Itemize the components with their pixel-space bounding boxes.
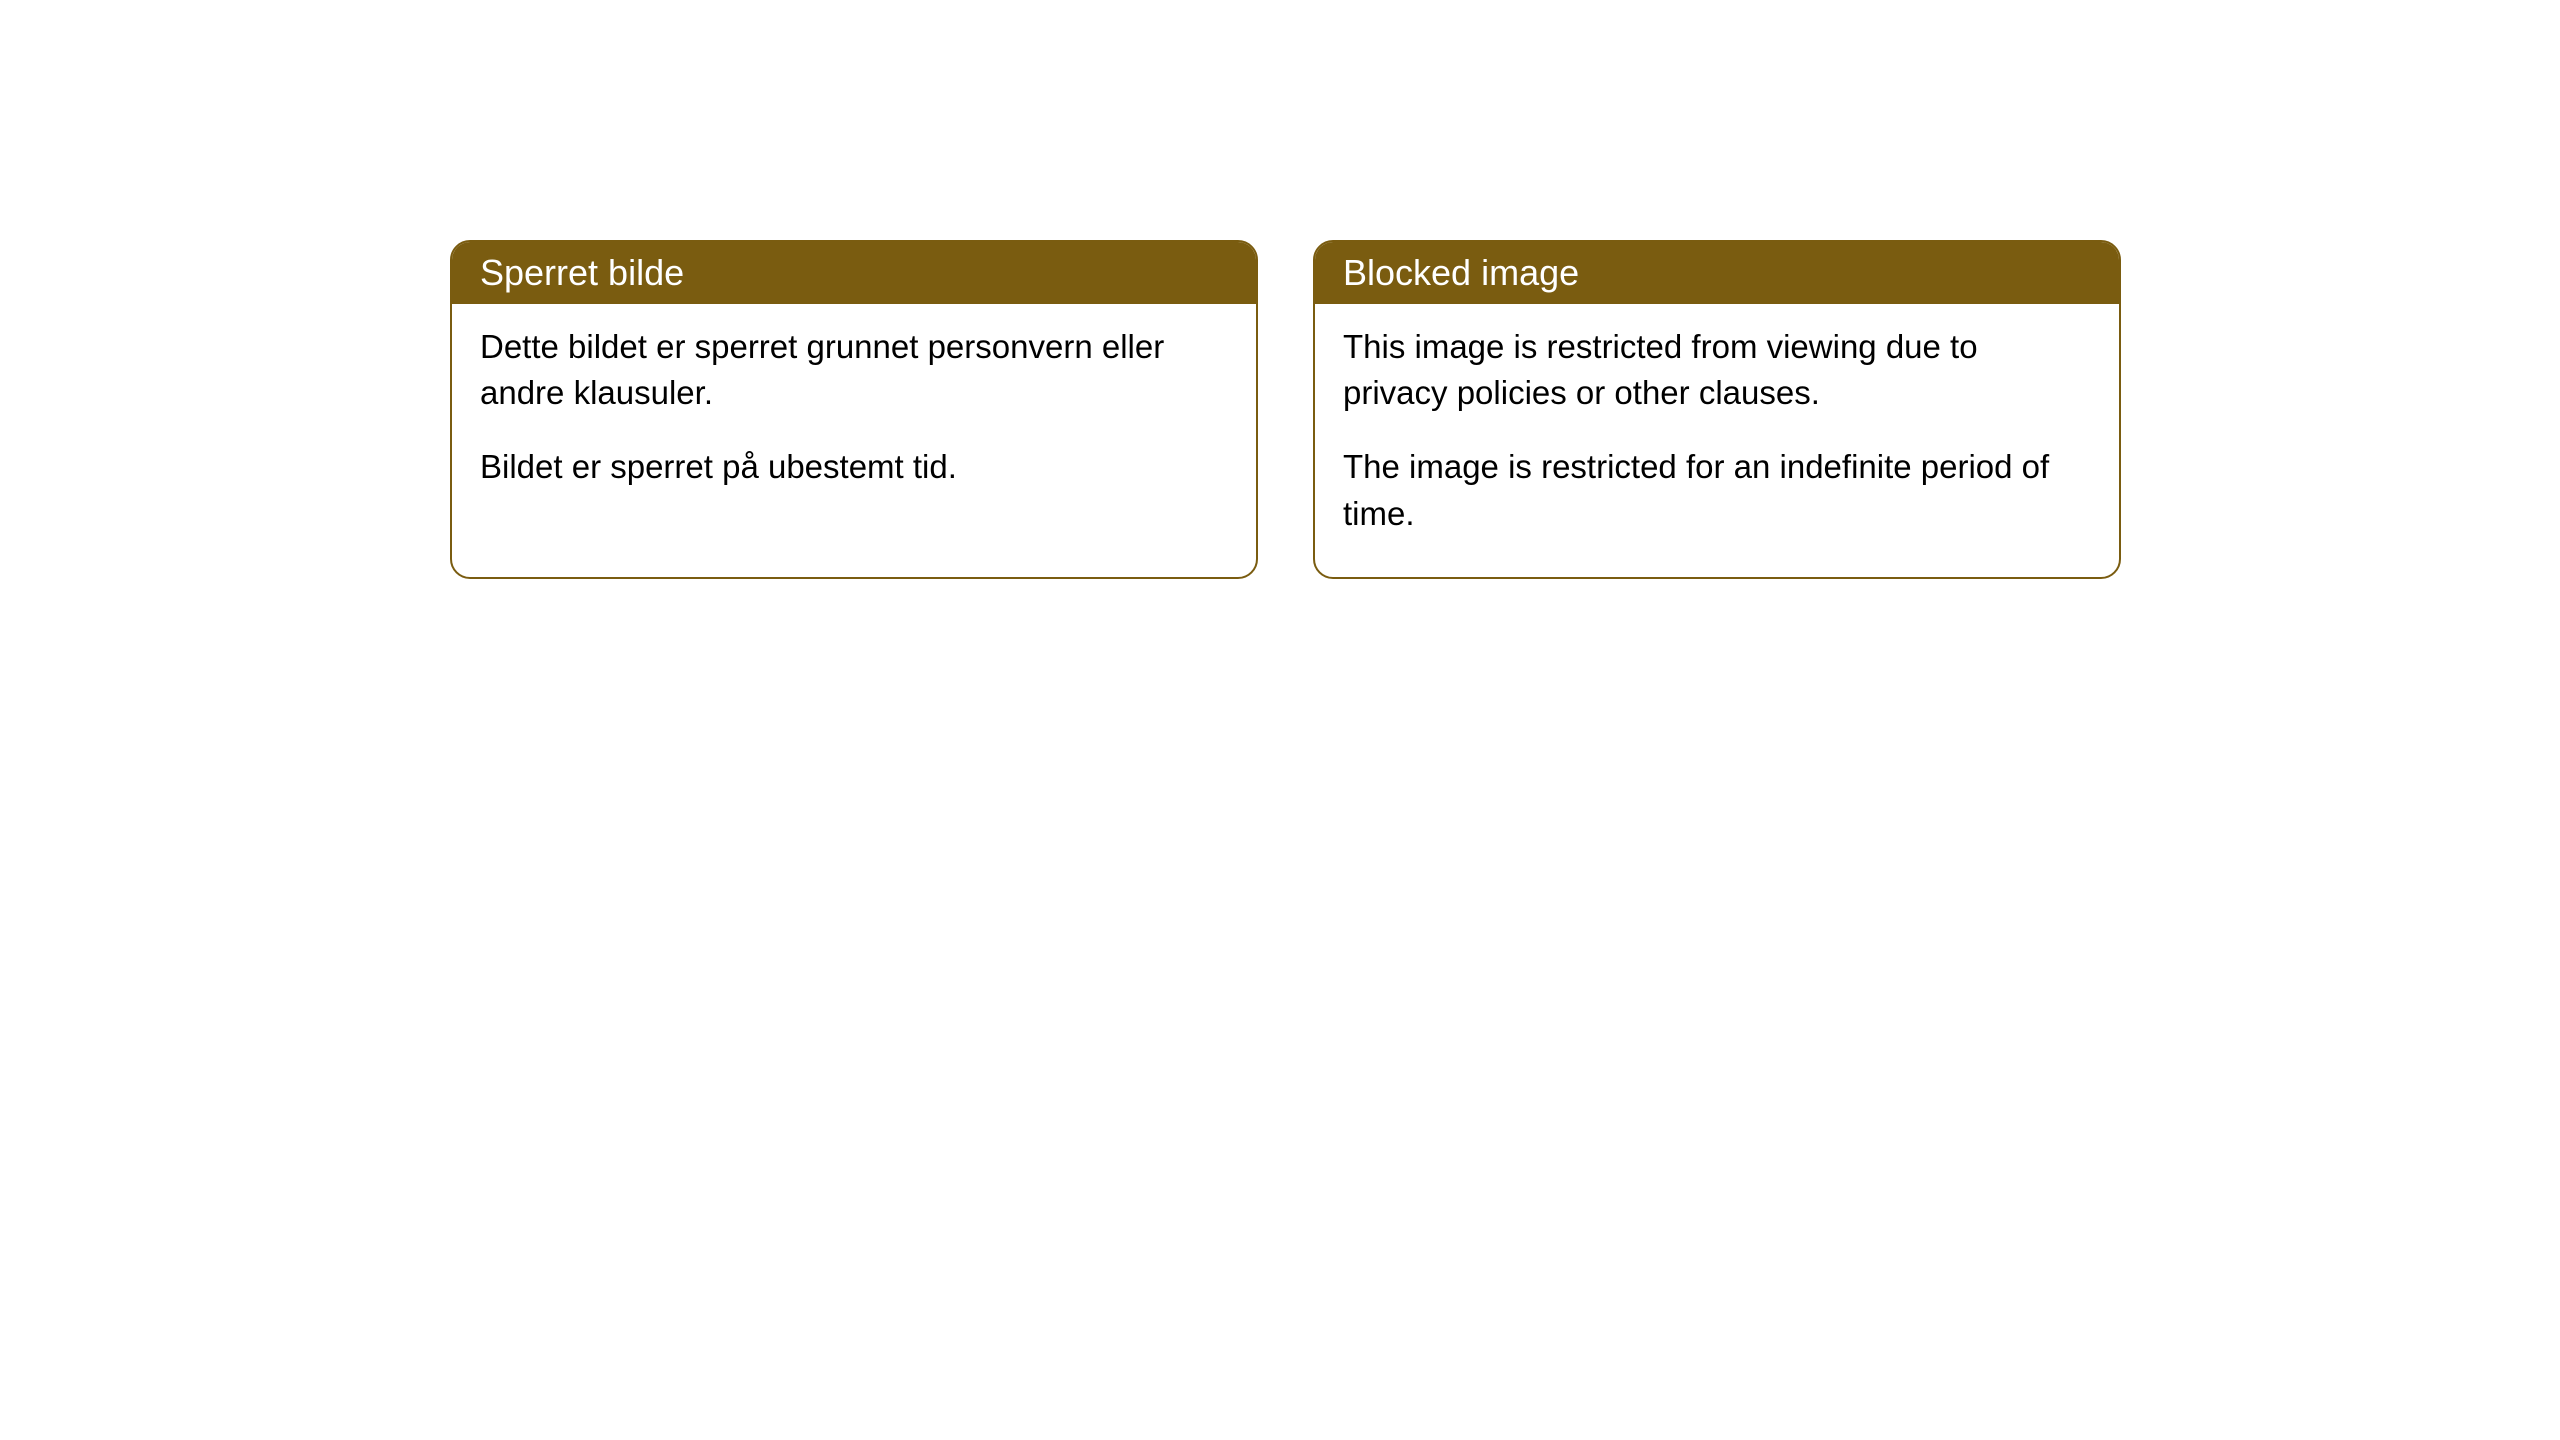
card-header-english: Blocked image: [1315, 242, 2119, 304]
card-body-norwegian: Dette bildet er sperret grunnet personve…: [452, 304, 1256, 531]
card-paragraph-1-english: This image is restricted from viewing du…: [1343, 324, 2091, 416]
blocked-image-card-english: Blocked image This image is restricted f…: [1313, 240, 2121, 579]
card-title-norwegian: Sperret bilde: [480, 252, 684, 293]
blocked-image-card-norwegian: Sperret bilde Dette bildet er sperret gr…: [450, 240, 1258, 579]
card-body-english: This image is restricted from viewing du…: [1315, 304, 2119, 577]
card-paragraph-2-english: The image is restricted for an indefinit…: [1343, 444, 2091, 536]
notice-container: Sperret bilde Dette bildet er sperret gr…: [450, 240, 2121, 579]
card-title-english: Blocked image: [1343, 252, 1579, 293]
card-paragraph-2-norwegian: Bildet er sperret på ubestemt tid.: [480, 444, 1228, 490]
card-header-norwegian: Sperret bilde: [452, 242, 1256, 304]
card-paragraph-1-norwegian: Dette bildet er sperret grunnet personve…: [480, 324, 1228, 416]
